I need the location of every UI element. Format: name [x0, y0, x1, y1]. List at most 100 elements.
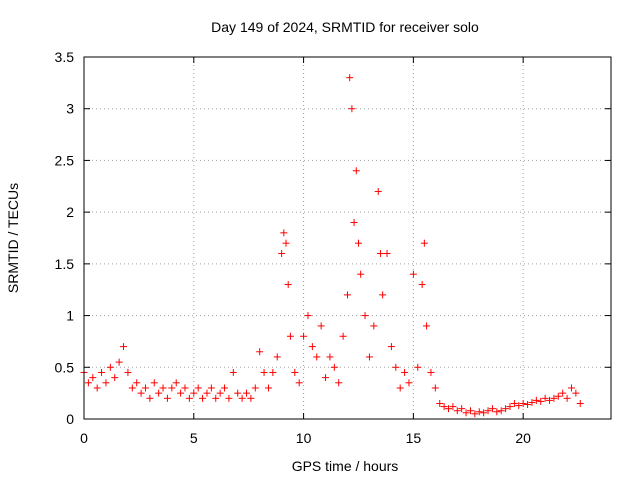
x-tick-label: 10: [296, 430, 312, 446]
data-point: [295, 379, 303, 387]
data-point: [163, 394, 171, 402]
data-point: [278, 250, 286, 258]
chart-title: Day 149 of 2024, SRMTID for receiver sol…: [211, 19, 479, 35]
data-point: [405, 379, 413, 387]
data-point: [348, 105, 356, 113]
data-point: [308, 343, 316, 351]
data-point: [453, 407, 461, 415]
data-point: [221, 384, 229, 392]
data-point: [418, 281, 426, 289]
data-point: [427, 368, 435, 376]
data-point: [445, 405, 453, 413]
data-point: [284, 281, 292, 289]
data-point: [234, 389, 242, 397]
data-point: [225, 394, 233, 402]
data-point: [387, 343, 395, 351]
data-point: [199, 394, 207, 402]
data-point: [168, 384, 176, 392]
y-tick-label: 3: [66, 101, 74, 117]
data-point: [84, 379, 92, 387]
data-point: [572, 389, 580, 397]
data-point: [436, 399, 444, 407]
data-point: [203, 389, 211, 397]
data-point: [559, 389, 567, 397]
plot-frame: [83, 56, 612, 420]
data-point: [273, 353, 281, 361]
data-point: [376, 250, 384, 258]
data-point: [238, 394, 246, 402]
axis-ticks: 0 0.5 1 1.5 2 2.5 3 3.5 0 5 10 15 20: [55, 49, 611, 446]
data-point: [212, 394, 220, 402]
data-point: [554, 392, 562, 400]
data-point: [409, 270, 417, 278]
data-point: [335, 379, 343, 387]
data-point: [185, 394, 193, 402]
data-point: [93, 384, 101, 392]
data-point: [502, 405, 510, 413]
data-point: [365, 353, 373, 361]
y-tick-label: 0.5: [55, 359, 75, 375]
data-point: [89, 374, 97, 382]
data-point: [563, 394, 571, 402]
data-point: [510, 399, 518, 407]
data-point: [475, 408, 483, 416]
x-axis-label: GPS time / hours: [292, 458, 399, 474]
data-point: [172, 379, 180, 387]
data-point: [420, 239, 428, 247]
data-point: [352, 167, 360, 175]
data-point: [137, 389, 145, 397]
y-tick-label: 2.5: [55, 152, 75, 168]
data-point: [155, 389, 163, 397]
data-point: [247, 394, 255, 402]
data-point: [133, 379, 141, 387]
data-point: [567, 384, 575, 392]
data-point: [357, 270, 365, 278]
data-point: [102, 379, 110, 387]
data-point: [280, 229, 288, 237]
data-point: [344, 291, 351, 299]
data-point: [528, 398, 536, 406]
data-point: [330, 363, 338, 371]
data-point: [449, 403, 457, 411]
data-point: [216, 389, 224, 397]
data-point: [282, 239, 290, 247]
data-point: [146, 394, 154, 402]
data-point: [541, 394, 549, 402]
y-tick-label: 1: [66, 308, 74, 324]
data-point: [141, 384, 149, 392]
data-point: [462, 409, 470, 417]
data-point: [497, 407, 505, 415]
data-point: [374, 187, 382, 195]
data-point: [190, 389, 198, 397]
data-points: [80, 74, 584, 418]
data-point: [106, 363, 114, 371]
data-point: [537, 397, 545, 405]
data-point: [181, 384, 189, 392]
y-tick-label: 3.5: [55, 49, 75, 65]
data-point: [128, 384, 136, 392]
data-point: [194, 384, 202, 392]
data-point: [488, 405, 496, 413]
data-point: [396, 384, 404, 392]
y-tick-label: 0: [66, 411, 74, 427]
data-point: [313, 353, 321, 361]
x-tick-label: 0: [80, 430, 88, 446]
data-point: [260, 368, 268, 376]
data-point: [480, 409, 488, 417]
data-point: [251, 384, 259, 392]
x-tick-label: 15: [406, 430, 422, 446]
data-point: [515, 402, 523, 410]
data-point: [471, 410, 479, 418]
data-point: [304, 312, 312, 320]
data-point: [524, 401, 532, 409]
data-point: [98, 368, 106, 376]
data-point: [401, 368, 409, 376]
data-point: [256, 348, 264, 356]
data-point: [354, 239, 362, 247]
data-point: [466, 407, 474, 415]
data-point: [484, 407, 492, 415]
data-point: [576, 399, 584, 407]
data-point: [431, 384, 439, 392]
data-point: [532, 396, 540, 404]
